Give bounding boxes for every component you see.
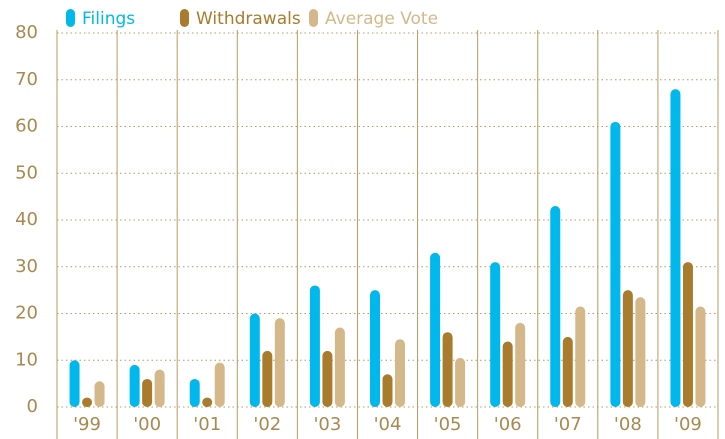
bar <box>142 378 153 407</box>
bar <box>202 397 213 407</box>
bar <box>154 369 165 407</box>
bar <box>262 350 273 407</box>
bar <box>94 381 105 407</box>
x-tick-label: '01 <box>193 414 221 435</box>
bar <box>490 262 501 407</box>
bar <box>309 285 320 407</box>
bar <box>455 357 466 407</box>
x-tick-label: '02 <box>253 414 281 435</box>
y-tick-label: 80 <box>15 22 38 43</box>
bar <box>189 378 200 407</box>
bar <box>442 332 453 407</box>
legend-marker <box>180 9 189 27</box>
y-tick-label: 40 <box>15 209 38 230</box>
y-tick-label: 70 <box>15 69 38 90</box>
x-tick-label: '09 <box>674 414 702 435</box>
legend-label: Withdrawals <box>196 9 301 29</box>
bar <box>395 339 405 407</box>
bar <box>129 364 140 407</box>
legend-label: Filings <box>82 9 135 29</box>
bar <box>502 341 513 407</box>
legend-marker <box>66 9 75 27</box>
bar <box>562 336 573 407</box>
x-tick-label: '07 <box>554 414 582 435</box>
bar <box>515 322 526 407</box>
bar <box>370 290 380 407</box>
x-tick-label: '99 <box>73 414 101 435</box>
y-tick-label: 50 <box>15 162 38 183</box>
x-tick-label: '06 <box>494 414 522 435</box>
bar <box>249 313 260 407</box>
bar <box>430 252 441 407</box>
bar <box>69 360 80 407</box>
x-tick-label: '05 <box>434 414 462 435</box>
bar <box>622 290 633 407</box>
bar <box>695 306 706 407</box>
y-tick-label: 0 <box>27 396 38 417</box>
bar <box>682 262 693 407</box>
bar <box>610 121 621 407</box>
x-tick-label: '03 <box>313 414 341 435</box>
bar <box>82 397 93 407</box>
y-tick-label: 10 <box>15 349 38 370</box>
y-tick-label: 30 <box>15 256 38 277</box>
bar <box>322 350 333 407</box>
legend-label: Average Vote <box>325 9 438 29</box>
bar <box>575 306 586 407</box>
x-tick-label: '04 <box>374 414 402 435</box>
y-tick-label: 60 <box>15 116 38 137</box>
bar <box>670 89 681 407</box>
bar <box>274 318 285 407</box>
x-tick-label: '00 <box>133 414 161 435</box>
bar <box>550 205 561 407</box>
bar <box>214 362 225 407</box>
bar <box>334 327 345 407</box>
y-tick-label: 20 <box>15 303 38 324</box>
legend-marker <box>309 9 318 27</box>
bar <box>382 374 393 407</box>
bar <box>635 297 646 407</box>
x-tick-label: '08 <box>614 414 642 435</box>
